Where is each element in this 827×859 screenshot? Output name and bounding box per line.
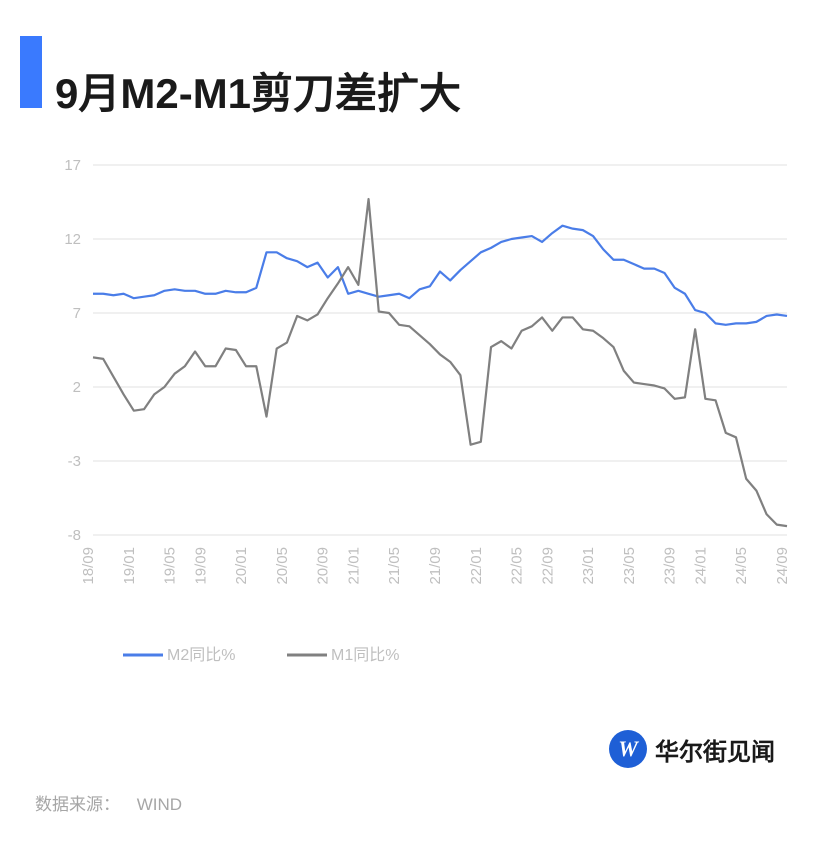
x-tick-label: 19/05 bbox=[162, 547, 179, 585]
legend-label: M1同比% bbox=[331, 646, 399, 664]
x-tick-label: 24/09 bbox=[774, 547, 791, 585]
x-tick-label: 18/09 bbox=[80, 547, 97, 585]
x-tick-label: 24/01 bbox=[692, 547, 709, 585]
x-tick-label: 20/09 bbox=[315, 547, 332, 585]
legend-label: M2同比% bbox=[167, 646, 235, 664]
x-tick-label: 21/09 bbox=[427, 547, 444, 585]
brand-logo: W 华尔街见闻 bbox=[609, 730, 775, 768]
data-source: 数据来源： WIND bbox=[35, 790, 182, 815]
line-chart: -8 -3 2 7 12 17 18/09 19/01 19/05 19/09 20/01 20/05… bbox=[35, 155, 795, 695]
x-tick-label: 23/05 bbox=[621, 547, 638, 585]
y-tick-label: -3 bbox=[68, 453, 81, 470]
x-tick-label: 21/05 bbox=[386, 547, 403, 585]
series-line bbox=[93, 199, 787, 526]
source-value: WIND bbox=[137, 795, 182, 814]
y-tick-label: 17 bbox=[64, 157, 81, 174]
logo-text: 华尔街见闻 bbox=[655, 732, 775, 767]
x-tick-label: 23/01 bbox=[580, 547, 597, 585]
y-tick-label: 2 bbox=[73, 379, 81, 396]
x-tick-label: 24/05 bbox=[733, 547, 750, 585]
x-tick-label: 23/09 bbox=[662, 547, 679, 585]
x-tick-label: 22/01 bbox=[468, 547, 485, 585]
title-accent-bar bbox=[20, 36, 42, 108]
y-tick-label: 7 bbox=[73, 305, 81, 322]
source-label: 数据来源： bbox=[35, 795, 120, 814]
logo-icon: W bbox=[609, 730, 647, 768]
x-tick-label: 22/09 bbox=[539, 547, 556, 585]
x-tick-label: 19/01 bbox=[121, 547, 138, 585]
x-tick-label: 20/05 bbox=[274, 547, 291, 585]
chart-title: 9月M2-M1剪刀差扩大 bbox=[55, 60, 461, 121]
x-tick-label: 22/05 bbox=[509, 547, 526, 585]
y-tick-label: -8 bbox=[68, 527, 81, 544]
y-tick-label: 12 bbox=[64, 231, 81, 248]
x-tick-label: 19/09 bbox=[192, 547, 209, 585]
x-tick-label: 20/01 bbox=[233, 547, 250, 585]
x-tick-label: 21/01 bbox=[345, 547, 362, 585]
series-line bbox=[93, 226, 787, 325]
